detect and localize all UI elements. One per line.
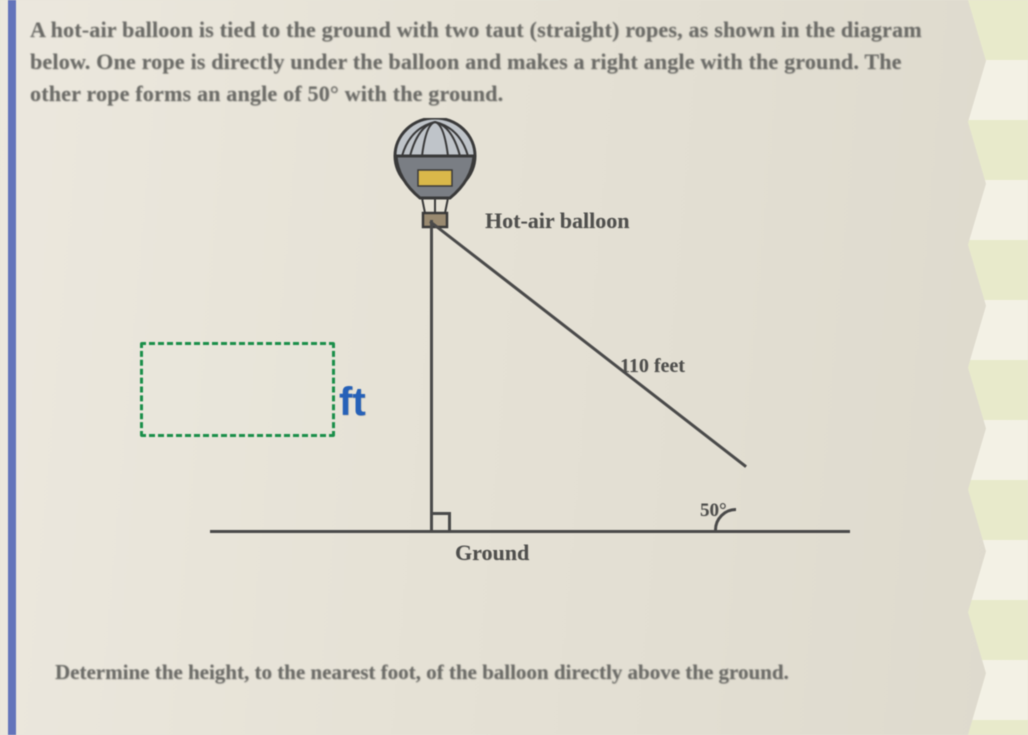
balloon-diagram: Hot-air balloon 110 feet 50° Ground ft bbox=[30, 130, 970, 600]
diagonal-rope-line bbox=[429, 220, 747, 468]
right-angle-marker bbox=[433, 512, 451, 530]
ground-line bbox=[210, 530, 850, 533]
hot-air-balloon-icon bbox=[390, 118, 480, 238]
left-margin-rule bbox=[8, 0, 16, 735]
balloon-label: Hot-air balloon bbox=[485, 208, 629, 234]
decorative-chevron-strip bbox=[968, 0, 1028, 735]
question-prompt: Determine the height, to the nearest foo… bbox=[55, 660, 958, 685]
problem-statement: A hot-air balloon is tied to the ground … bbox=[30, 14, 958, 110]
answer-input-box[interactable] bbox=[140, 342, 335, 437]
answer-unit-label: ft bbox=[339, 380, 366, 425]
angle-label: 50° bbox=[700, 500, 727, 522]
ground-label: Ground bbox=[455, 540, 529, 566]
rope-length-label: 110 feet bbox=[620, 355, 685, 378]
problem-text: A hot-air balloon is tied to the ground … bbox=[30, 14, 958, 110]
vertical-rope-line bbox=[430, 220, 433, 530]
